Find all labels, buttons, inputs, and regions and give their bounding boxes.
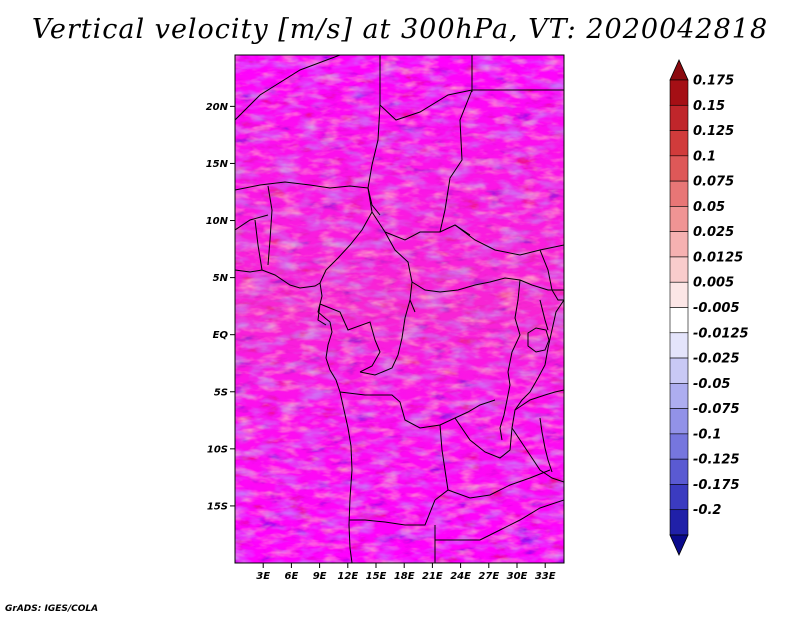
colorbar-level-label: 0.025 [693, 225, 734, 240]
colorbar-level-label: -0.1 [693, 427, 721, 442]
colorbar-level-label: -0.175 [693, 478, 740, 493]
colorbar-level-label: -0.0125 [693, 326, 749, 341]
border-niger-chad [367, 104, 381, 216]
lat-tick-label: 5N [213, 273, 229, 284]
colorbar-swatch [669, 180, 689, 207]
colorbar-swatch [669, 484, 689, 511]
map-panel: 20N 15N 10N 5N EQ 5S 10S 15S 3E 6E 9E 12E 15E 18E 21E… [206, 54, 565, 582]
colorbar-level-label: 0.1 [693, 149, 716, 164]
vertical-velocity-field [235, 55, 564, 563]
colorbar-upper-extension [669, 59, 689, 81]
colorbar-swatch [669, 408, 689, 435]
colorbar-swatch [669, 130, 689, 157]
colorbar-level-label: 0.075 [693, 175, 734, 190]
colorbar-swatch [669, 256, 689, 283]
lat-tick-label: EQ [213, 330, 229, 341]
lat-tick-label: 10S [207, 444, 228, 455]
lon-tick-label: 18E [394, 571, 415, 582]
colorbar-level-label: -0.05 [693, 377, 730, 392]
colorbar-swatch [669, 458, 689, 485]
border-car-drc [411, 277, 521, 293]
lon-tick-label: 6E [285, 571, 299, 582]
border-ethiopia [539, 249, 564, 301]
colorbar: 0.175 0.15 0.125 0.1 0.075 0.05 0.025 0.0125 0.0… [669, 59, 749, 556]
colorbar-swatch [669, 307, 689, 334]
colorbar-level-label: 0.0125 [693, 250, 743, 265]
border-sudan-chad [439, 89, 473, 233]
border-sudan-southsudan [454, 224, 564, 256]
colorbar-level-label: -0.075 [693, 402, 740, 417]
border-southsudan-drc [519, 279, 564, 291]
coastlines-borders [235, 55, 564, 563]
lon-tick-label: 12E [337, 571, 358, 582]
colorbar-swatch [669, 332, 689, 359]
lon-tick-label: 21E [422, 571, 443, 582]
colorbar-level-label: 0.175 [693, 74, 734, 89]
lat-tick-label: 10N [206, 216, 229, 227]
coastline-west [235, 269, 353, 563]
colorbar-swatch [669, 104, 689, 131]
lon-tick-label: 15E [366, 571, 387, 582]
lake-tanganyika [499, 371, 511, 441]
border-chad-libya [379, 55, 473, 121]
border-congo-drc [359, 299, 411, 376]
border-niger-algeria [235, 55, 341, 121]
map-title: Vertical velocity [m/s] at 300hPa, VT: 2… [31, 14, 769, 45]
colorbar-swatch [669, 357, 689, 384]
colorbar-level-label: -0.2 [693, 503, 721, 518]
colorbar-level-label: 0.15 [693, 99, 725, 114]
border-drc-angola [339, 391, 496, 429]
colorbar-level-label: -0.005 [693, 301, 740, 316]
border-tanzania [514, 389, 564, 411]
lat-tick-label: 20N [206, 102, 229, 113]
border-uganda-kenya [539, 299, 549, 331]
border-niger-nigeria [235, 181, 369, 191]
border-congo-gabon [319, 303, 381, 373]
colorbar-level-label: 0.05 [693, 200, 725, 215]
longitude-axis: 3E 6E 9E 12E 15E 18E 21E 24E 27E 30E 33E [256, 563, 556, 582]
colorbar-level-label: 0.125 [693, 124, 734, 139]
lon-tick-label: 27E [478, 571, 499, 582]
colorbar-swatch [669, 206, 689, 232]
border-burkina [235, 214, 269, 231]
coastline-east [511, 299, 564, 483]
colorbar-swatch [669, 281, 689, 308]
border-angola-zambia [434, 424, 449, 501]
border-drc-zambia [454, 417, 513, 459]
lon-tick-label: 24E [450, 571, 471, 582]
lake-victoria [527, 327, 550, 353]
grads-credit: GrADS: IGES/COLA [5, 604, 99, 614]
latitude-axis: 20N 15N 10N 5N EQ 5S 10S 15S [206, 102, 235, 512]
lon-tick-label: 33E [535, 571, 556, 582]
lat-tick-label: 15N [206, 159, 229, 170]
map-frame [234, 54, 565, 564]
colorbar-lower-extension [669, 534, 689, 556]
colorbar-level-label: 0.005 [693, 276, 734, 291]
colorbar-swatch [669, 383, 689, 409]
lat-tick-label: 5S [214, 387, 228, 398]
border-west-gabon [317, 303, 327, 326]
border-botswana [435, 499, 564, 541]
lake-malawi [539, 417, 553, 473]
border-benin-nigeria [267, 185, 273, 266]
colorbar-level-label: -0.025 [693, 352, 740, 367]
lon-tick-label: 30E [507, 571, 528, 582]
colorbar-swatch [669, 433, 689, 460]
colorbar-swatch [669, 231, 689, 258]
lat-tick-label: 15S [207, 501, 228, 512]
border-namibia-angola [349, 499, 436, 526]
lon-tick-label: 9E [313, 571, 327, 582]
border-ghana-togo [254, 219, 263, 271]
colorbar-swatch [669, 79, 689, 106]
colorbar-swatch [669, 509, 689, 536]
lon-tick-label: 3E [256, 571, 270, 582]
border-zambia-zimbabwe [447, 469, 551, 499]
colorbar-swatch [669, 155, 689, 182]
border-drc-east [507, 279, 521, 373]
colorbar-level-label: -0.125 [693, 453, 740, 468]
